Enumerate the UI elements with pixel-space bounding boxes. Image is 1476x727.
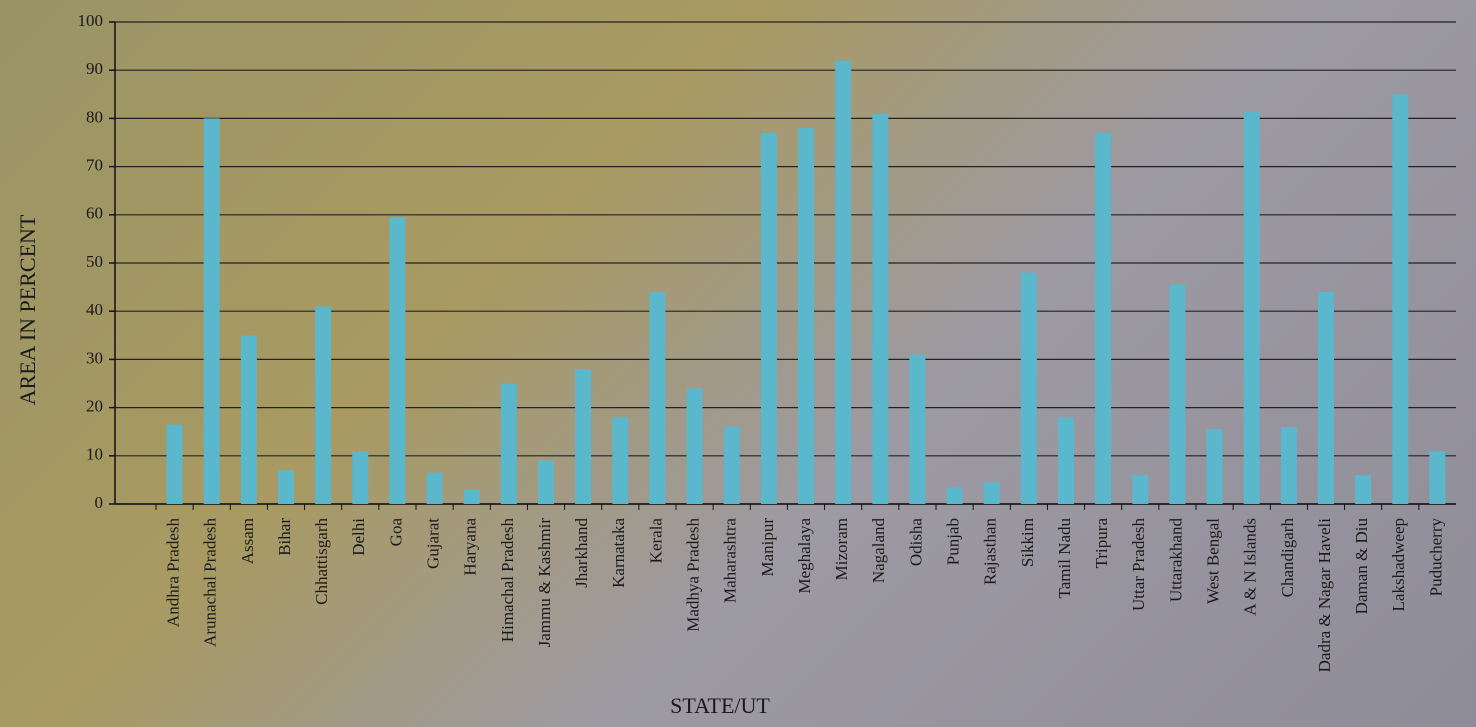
bar (315, 306, 332, 504)
x-tick-label: A & N Islands (1241, 518, 1260, 616)
x-tick-label: Manipur (758, 518, 777, 577)
x-tick-label: Bihar (275, 518, 294, 556)
y-tick-label: 70 (86, 156, 103, 175)
bar (352, 450, 369, 504)
bar (1318, 291, 1334, 504)
bar (686, 388, 703, 504)
bar (575, 369, 592, 504)
bar (463, 489, 480, 504)
bar (946, 487, 963, 504)
x-tick-label: Odisha (906, 518, 925, 567)
bar (1058, 417, 1074, 504)
bar (1169, 284, 1186, 504)
y-axis-title: AREA IN PERCENT (15, 214, 40, 405)
x-tick-label: Meghalaya (795, 518, 814, 594)
x-tick-label: Arunachal Pradesh (201, 518, 220, 647)
y-tick-label: 50 (86, 252, 103, 271)
bar (1280, 426, 1297, 504)
x-tick-label: Lakshadweep (1389, 518, 1408, 611)
bar (1020, 272, 1037, 504)
bar (500, 383, 517, 504)
bar (1206, 429, 1223, 504)
y-tick-label: 20 (86, 397, 103, 416)
bar (1095, 132, 1112, 505)
x-tick-label: Dadra & Nagar Haveli (1315, 518, 1334, 673)
bar (278, 470, 294, 504)
bar (538, 460, 554, 504)
x-tick-label: Punjab (943, 518, 962, 565)
x-tick-label: Delhi (349, 518, 368, 556)
bar (983, 482, 1000, 504)
y-tick-label: 10 (86, 445, 103, 464)
x-axis-title: STATE/UT (670, 693, 770, 718)
x-tick-label: Maharashtra (721, 518, 740, 603)
x-tick-label: Andhra Pradesh (163, 518, 182, 628)
x-tick-label: Karnataka (609, 518, 628, 588)
y-tick-label: 0 (95, 493, 104, 512)
x-tick-label: Assam (238, 518, 257, 564)
bar (1355, 475, 1372, 504)
x-tick-label: Madhya Pradesh (683, 518, 702, 632)
y-tick-label: 90 (86, 59, 103, 78)
bar (426, 472, 443, 504)
x-tick-label: Chandigarh (1278, 518, 1297, 598)
x-tick-label: Puducherry (1426, 518, 1445, 597)
bar (760, 132, 777, 505)
bar (798, 128, 814, 505)
bar (1243, 111, 1260, 505)
x-tick-label: Haryana (461, 518, 480, 576)
bar (1429, 450, 1446, 504)
x-tick-label: Uttar Pradesh (1129, 518, 1148, 612)
x-tick-label: Sikkim (1018, 518, 1037, 567)
bar (835, 60, 852, 505)
bar (909, 354, 926, 504)
y-tick-label: 80 (86, 107, 103, 126)
bar (872, 113, 889, 504)
x-tick-label: Nagaland (869, 518, 888, 584)
x-tick-label: Goa (386, 518, 405, 547)
x-tick-label: Himachal Pradesh (498, 518, 517, 643)
x-tick-label: Daman & Diu (1352, 518, 1371, 615)
bar (240, 335, 257, 504)
x-tick-label: Uttarakhand (1166, 518, 1185, 603)
x-tick-label: Gujarat (423, 518, 442, 569)
bar (612, 417, 629, 504)
x-tick-label: West Bengal (1203, 518, 1222, 604)
y-tick-label: 40 (86, 300, 103, 319)
x-tick-label: Mizoram (832, 518, 851, 580)
x-tick-label: Jharkhand (572, 518, 591, 588)
x-tick-label: Kerala (646, 518, 665, 564)
x-tick-label: Jammu & Kashmir (535, 518, 554, 648)
y-tick-label: 30 (86, 348, 103, 367)
y-tick-label: 100 (78, 11, 104, 30)
x-tick-label: Rajasthan (981, 518, 1000, 586)
y-tick-label: 60 (86, 204, 103, 223)
x-tick-label: Chhattisgarh (312, 518, 331, 605)
bar (649, 291, 666, 504)
bar (1132, 475, 1149, 504)
x-tick-label: Tripura (1092, 518, 1111, 569)
bar (723, 426, 740, 504)
bar (389, 217, 406, 504)
bar (203, 118, 220, 505)
x-tick-label: Tamil Nadu (1055, 518, 1074, 599)
bar (1392, 94, 1409, 505)
bar (166, 424, 183, 504)
